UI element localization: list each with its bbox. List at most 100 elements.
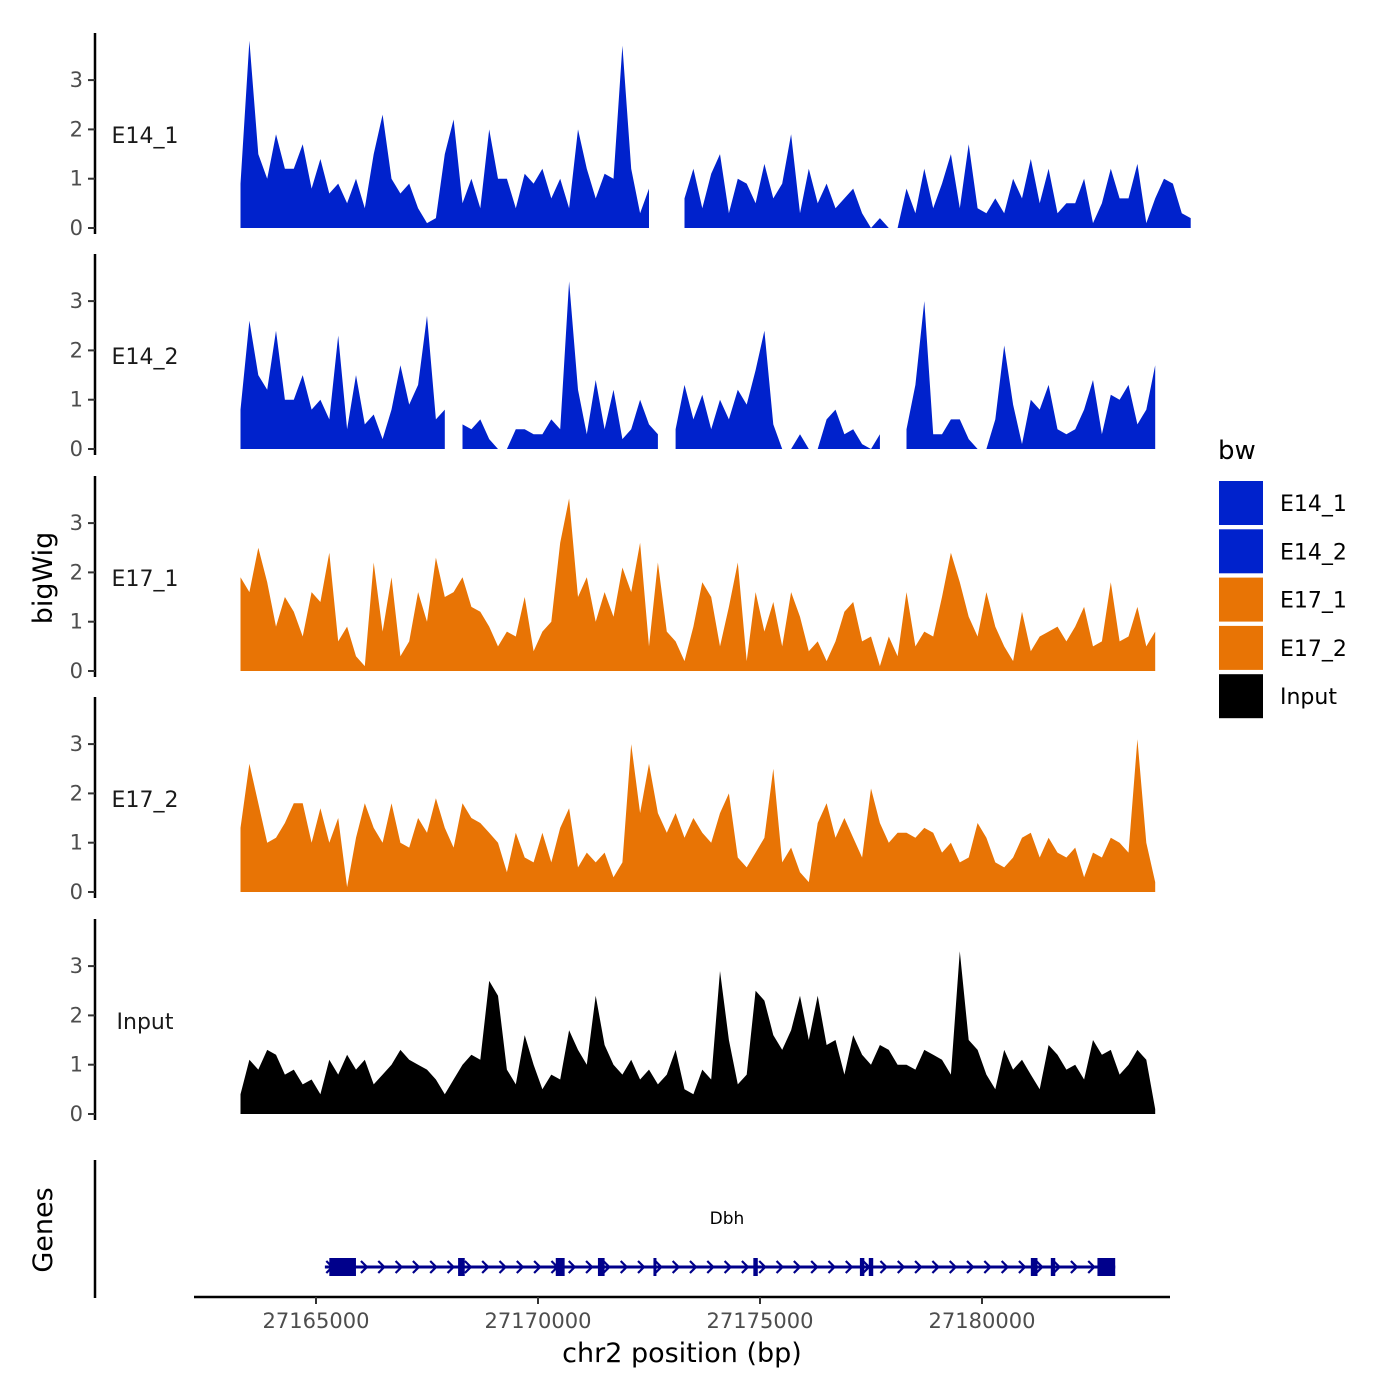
y-axis-title: bigWig	[28, 532, 59, 625]
x-tick-label: 27165000	[263, 1309, 370, 1333]
legend-label-E14_1: E14_1	[1280, 492, 1347, 517]
strand-arrow-icon	[827, 1260, 837, 1274]
track-E14_1: 0 1 2 3 E14_1	[70, 33, 1191, 240]
strand-arrow-icon	[637, 1260, 646, 1274]
strand-arrow-icon	[758, 1260, 767, 1274]
x-tick-label: 27175000	[707, 1309, 814, 1333]
strand-arrow-icon	[446, 1260, 456, 1274]
track-area-E17_1	[240, 498, 1156, 671]
strand-arrow-icon	[983, 1260, 992, 1274]
genes-axis-title: Genes	[28, 1187, 59, 1272]
y-tick-label: 3	[70, 511, 83, 535]
track-label: Input	[117, 1010, 174, 1035]
strand-arrow-icon	[394, 1260, 404, 1274]
strand-arrow-icon	[567, 1260, 577, 1274]
legend-label-E17_2: E17_2	[1280, 637, 1347, 662]
gene-exon	[555, 1258, 565, 1276]
strand-arrow-icon	[498, 1260, 508, 1274]
legend-swatch-E17_1	[1219, 577, 1263, 622]
y-tick-label: 2	[70, 1003, 83, 1027]
strand-arrow-icon	[966, 1260, 975, 1274]
legend-label-E17_1: E17_1	[1280, 589, 1347, 614]
y-tick-label: 0	[70, 659, 83, 683]
strand-arrow-icon	[481, 1260, 490, 1274]
track-E17_2: 0 1 2 3 E17_2	[70, 697, 1156, 904]
y-tick-label: 3	[70, 68, 83, 92]
strand-arrow-icon	[585, 1260, 594, 1274]
gene-exon	[753, 1258, 758, 1276]
strand-arrow-icon	[429, 1260, 438, 1274]
y-tick-label: 3	[70, 289, 83, 313]
y-tick-label: 2	[70, 338, 83, 362]
strand-arrow-icon	[1018, 1260, 1027, 1274]
x-axis: 27165000 27170000 27175000 27180000	[194, 1295, 1170, 1333]
strand-arrow-icon	[741, 1260, 750, 1274]
strand-arrow-icon	[810, 1260, 819, 1274]
strand-arrow-icon	[845, 1260, 854, 1274]
strand-arrow-icon	[377, 1260, 386, 1274]
tracks-layer: 0 1 2 3 E14_1 0 1 2 3 E14_2 0 1 2 3 E17_1 0 1 2 3 E17_2 0 1 2 3…	[70, 33, 1191, 1126]
track-area-E14_1	[240, 40, 1191, 229]
legend-swatch-E14_2	[1219, 529, 1263, 574]
strand-arrow-icon	[1000, 1260, 1010, 1274]
strand-arrow-icon	[654, 1260, 663, 1274]
strand-arrow-icon	[775, 1260, 785, 1274]
strand-arrow-icon	[896, 1260, 906, 1274]
y-tick-label: 1	[70, 388, 83, 412]
gene-exon	[653, 1258, 657, 1276]
track-label: E14_2	[112, 345, 179, 370]
strand-arrow-icon	[931, 1260, 940, 1274]
gene-exon	[859, 1258, 865, 1276]
gene-exon	[597, 1258, 605, 1276]
track-area-E17_2	[240, 739, 1156, 892]
track-label: E17_2	[112, 788, 179, 813]
strand-arrow-icon	[602, 1260, 611, 1274]
track-area-E14_2	[240, 281, 1156, 449]
strand-arrow-icon	[689, 1260, 698, 1274]
x-tick-label: 27180000	[929, 1309, 1036, 1333]
y-tick-label: 2	[70, 117, 83, 141]
y-tick-label: 3	[70, 954, 83, 978]
y-tick-label: 0	[70, 880, 83, 904]
strand-arrow-icon	[1070, 1260, 1079, 1274]
strand-arrow-icon	[914, 1260, 923, 1274]
strand-arrow-icon	[464, 1260, 473, 1274]
track-label: E17_1	[112, 567, 179, 592]
y-tick-label: 1	[70, 167, 83, 191]
strand-arrow-icon	[412, 1260, 421, 1274]
gene-exon	[1030, 1258, 1038, 1276]
strand-arrow-icon	[1052, 1260, 1062, 1274]
gene-exon	[868, 1258, 874, 1276]
strand-arrow-icon	[516, 1260, 525, 1274]
y-tick-label: 0	[70, 1102, 83, 1126]
y-tick-label: 1	[70, 1053, 83, 1077]
legend-label-Input: Input	[1280, 685, 1337, 710]
legend-label-E14_2: E14_2	[1280, 540, 1347, 565]
track-area-Input	[240, 951, 1156, 1114]
y-tick-label: 1	[70, 610, 83, 634]
y-tick-label: 2	[70, 560, 83, 584]
legend-title: bw	[1218, 436, 1256, 466]
track-E17_1: 0 1 2 3 E17_1	[70, 476, 1156, 683]
strand-arrow-icon	[948, 1260, 958, 1274]
y-tick-label: 3	[70, 732, 83, 756]
track-E14_2: 0 1 2 3 E14_2	[70, 254, 1156, 461]
strand-arrow-icon	[723, 1260, 733, 1274]
gene-exon	[458, 1258, 465, 1276]
track-label: E14_1	[112, 124, 179, 149]
strand-arrow-icon	[533, 1260, 542, 1274]
gene-exon	[1050, 1258, 1056, 1276]
y-tick-label: 0	[70, 216, 83, 240]
strand-arrow-icon	[1035, 1260, 1044, 1274]
y-tick-label: 0	[70, 437, 83, 461]
strand-arrow-icon	[360, 1260, 369, 1274]
strand-arrow-icon	[1087, 1260, 1096, 1274]
legend: bw E14_1 E14_2 E17_1 E17_2 Input	[1218, 436, 1347, 719]
strand-arrow-icon	[879, 1260, 888, 1274]
gene-track: Dbh	[93, 1160, 1116, 1298]
legend-swatch-E14_1	[1219, 481, 1263, 525]
legend-swatch-E17_2	[1219, 625, 1263, 670]
legend-swatch-Input	[1219, 674, 1263, 719]
track-Input: 0 1 2 3 Input	[70, 919, 1156, 1126]
